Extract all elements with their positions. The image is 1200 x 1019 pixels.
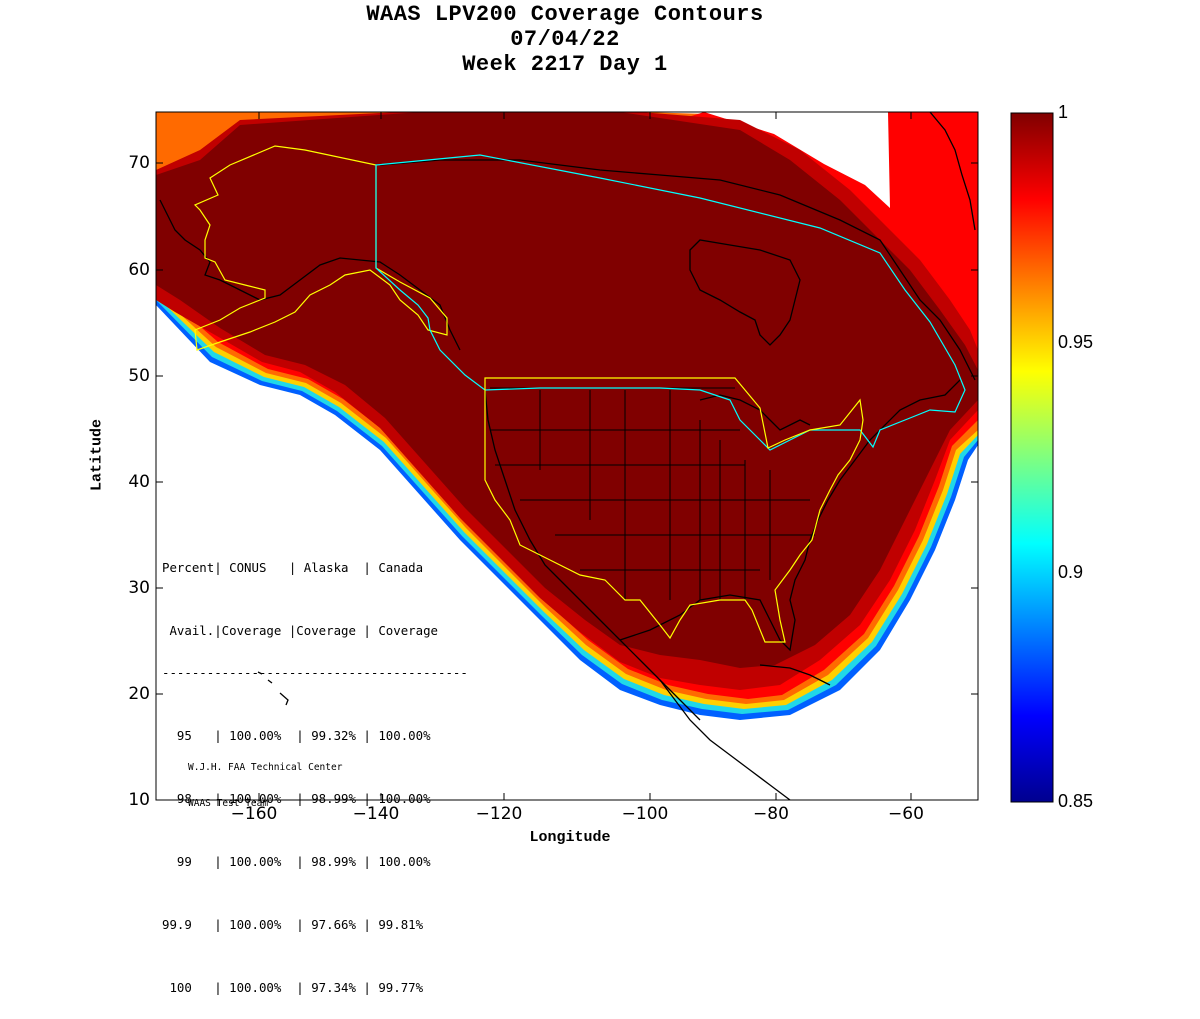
x-tick-label: −100 xyxy=(621,804,669,824)
alaska-boundary xyxy=(193,145,448,351)
coastline-us-east xyxy=(619,379,961,652)
y-tick-label: 50 xyxy=(128,366,150,386)
colorbar-tick-label: 0.9 xyxy=(1058,562,1084,582)
coastline-great-lakes xyxy=(699,394,811,431)
credit-line: WAAS Test Team xyxy=(188,798,269,809)
colorbar xyxy=(1010,112,1054,803)
coastline-greenland xyxy=(929,112,976,231)
stats-row: 95 | 100.00% | 99.32% | 100.00% xyxy=(162,728,431,743)
coastline-arctic xyxy=(379,159,976,381)
flight-region-boundaries xyxy=(193,145,966,643)
stats-row: 98 | 100.00% | 98.99% | 100.00% xyxy=(162,791,431,806)
y-tick-label: 20 xyxy=(128,684,150,704)
y-tick-label: 30 xyxy=(128,578,150,598)
credit-block: W.J.H. FAA Technical Center WAAS Test Te… xyxy=(188,738,342,822)
x-tick-label: −60 xyxy=(888,804,924,824)
coastline-central-america xyxy=(659,679,791,800)
map-week-day: Week 2217 Day 1 xyxy=(462,52,668,77)
y-axis-label: Latitude xyxy=(88,418,106,492)
plot-frame xyxy=(155,111,979,801)
map-date: 07/04/22 xyxy=(510,27,620,52)
stats-row: 99 | 100.00% | 98.99% | 100.00% xyxy=(162,854,431,869)
x-axis-label: Longitude xyxy=(529,829,611,846)
coastline-hawaii xyxy=(257,671,289,706)
stats-row: 100 | 100.00% | 97.34% | 99.77% xyxy=(162,980,424,995)
stats-header-row: Avail.|Coverage |Coverage | Coverage xyxy=(162,623,439,638)
coastline-hudson-bay xyxy=(689,239,801,346)
credit-line: W.J.H. FAA Technical Center xyxy=(188,762,343,773)
canada-boundary xyxy=(375,154,966,451)
coastline-us-west xyxy=(484,389,701,721)
x-tick-label: −140 xyxy=(352,804,400,824)
colorbar-tick-label: 0.95 xyxy=(1058,332,1094,352)
y-tick-label: 60 xyxy=(128,260,150,280)
coastline-cuba xyxy=(759,664,831,686)
y-tick-label: 70 xyxy=(128,153,150,173)
stats-row: 99.9 | 100.00% | 97.66% | 99.81% xyxy=(162,917,424,932)
x-tick-label: −80 xyxy=(753,804,789,824)
colorbar-tick-label: 1 xyxy=(1058,102,1069,122)
coverage-band-full xyxy=(156,112,978,668)
x-tick-label: −160 xyxy=(230,804,278,824)
conus-boundary xyxy=(484,377,864,643)
stats-header-row: Percent| CONUS | Alaska | Canada xyxy=(162,560,424,575)
colorbar-tick-label: 0.85 xyxy=(1058,791,1094,811)
coastline-alaska xyxy=(159,199,461,351)
axis-tick-marks xyxy=(156,112,978,800)
coastlines-borders xyxy=(159,112,976,800)
y-tick-label: 10 xyxy=(128,790,150,810)
y-tick-label: 40 xyxy=(128,472,150,492)
coverage-map xyxy=(155,111,1054,803)
x-tick-label: −120 xyxy=(475,804,523,824)
map-title: WAAS LPV200 Coverage Contours xyxy=(366,2,764,27)
